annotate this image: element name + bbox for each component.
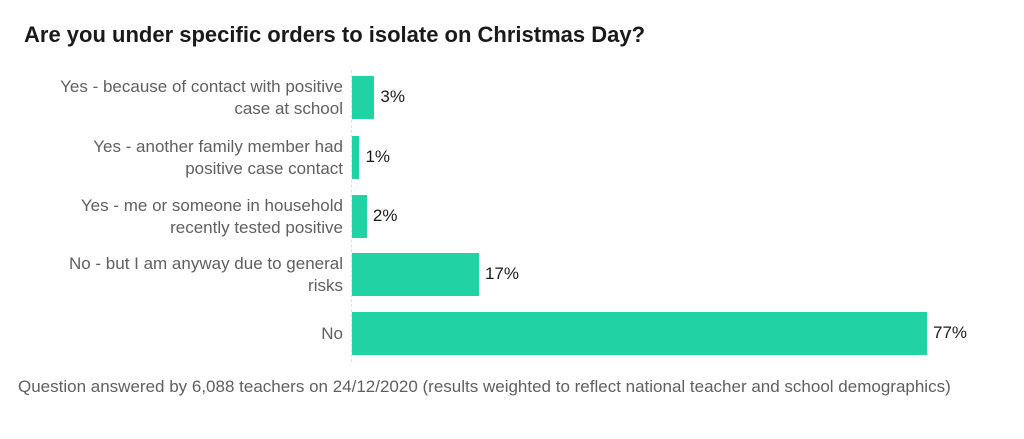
category-label-line: No bbox=[321, 323, 343, 343]
value-label: 2% bbox=[372, 205, 398, 225]
category-label-line: No - but I am anyway due to general bbox=[68, 253, 343, 273]
category-label-line: Yes - me or someone in household bbox=[80, 195, 343, 215]
category-label: Yes - me or someone in household recently… bbox=[13, 195, 343, 239]
category-label: No - but I am anyway due to general risks bbox=[13, 253, 343, 297]
value-label: 1% bbox=[365, 146, 391, 166]
value-label: 3% bbox=[380, 86, 405, 106]
bar bbox=[352, 312, 927, 355]
value-label: 77% bbox=[933, 322, 968, 342]
category-label: No bbox=[13, 323, 343, 345]
bar bbox=[352, 76, 375, 119]
bar bbox=[352, 253, 479, 296]
category-axis-line bbox=[351, 70, 352, 362]
category-label-line: case at school bbox=[234, 98, 343, 118]
bar bbox=[352, 136, 360, 179]
category-label-line: risks bbox=[308, 275, 343, 295]
value-label: 17% bbox=[484, 263, 519, 283]
chart-title: Are you under specific orders to isolate… bbox=[24, 22, 646, 47]
category-label: Yes - because of contact with positive ca… bbox=[13, 76, 343, 120]
category-label-line: recently tested positive bbox=[170, 217, 343, 237]
category-label-line: Yes - another family member had bbox=[93, 136, 343, 156]
category-label-line: positive case contact bbox=[185, 158, 343, 178]
category-label-line: Yes - because of contact with positive bbox=[60, 76, 343, 96]
bar bbox=[352, 195, 367, 238]
category-label: Yes - another family member had positive … bbox=[13, 136, 343, 180]
chart-footnote: Question answered by 6,088 teachers on 2… bbox=[18, 377, 951, 396]
